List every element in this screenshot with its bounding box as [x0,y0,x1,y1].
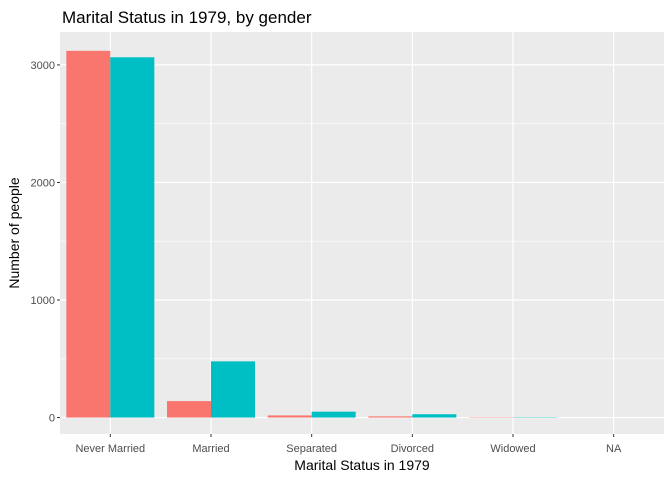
minor-gridlines [60,123,664,360]
bars [66,50,557,418]
x-tick-label: NA [606,443,622,455]
y-tick-label: 0 [49,413,55,425]
y-tick-label: 2000 [31,177,55,189]
bar [167,401,211,418]
y-axis-label: Number of people [6,177,22,289]
y-axis-ticks: 0 1000 2000 3000 [31,60,60,425]
x-tick-label: Never Married [75,443,145,455]
bar [66,50,111,418]
x-tick-label: Divorced [391,443,434,455]
chart-title: Marital Status in 1979, by gender [62,8,312,27]
x-axis-ticks: Never Married Married Separated Divorced Wid… [75,434,622,455]
y-tick-label: 1000 [31,295,55,307]
bar [311,411,356,418]
x-axis-label: Marital Status in 1979 [294,457,430,473]
bar [211,361,255,418]
x-tick-label: Married [192,443,229,455]
x-tick-label: Separated [286,443,337,455]
bar [110,57,155,418]
x-tick-label: Widowed [490,443,535,455]
y-tick-label: 3000 [31,60,55,72]
bar [368,416,413,418]
bar [267,415,312,418]
bar [412,414,457,418]
panel-background [60,32,664,434]
